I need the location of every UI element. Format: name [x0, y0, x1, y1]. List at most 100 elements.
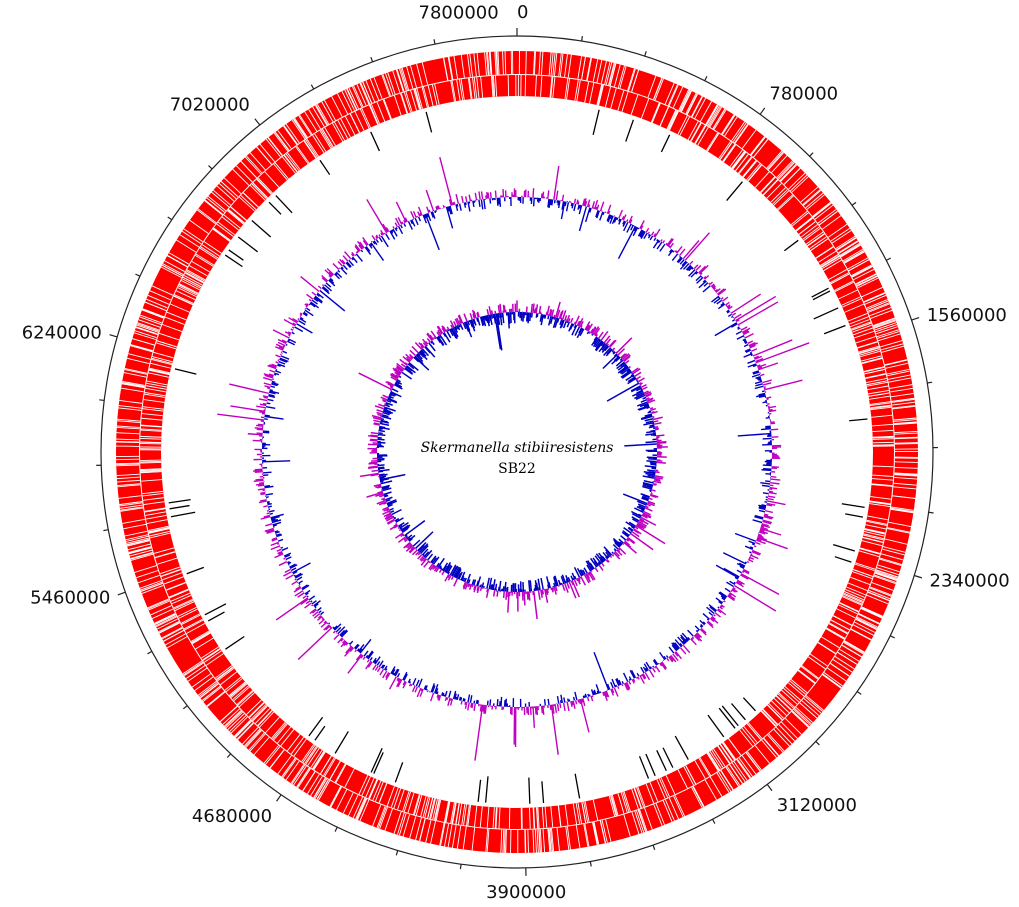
cds-gap — [199, 247, 218, 260]
cds-gap — [419, 818, 426, 842]
cds-gap — [257, 177, 273, 194]
cds-gap — [194, 676, 214, 691]
gc-skew-bar — [481, 316, 484, 321]
gc-content-bar — [480, 191, 484, 200]
cds-gap — [187, 667, 208, 682]
cds-gap — [826, 627, 845, 639]
gc-content-bar — [263, 505, 268, 508]
cds-gap — [852, 571, 873, 579]
gc-content-bar — [757, 378, 762, 381]
gc-content-bar — [363, 650, 369, 657]
gc-content-bar — [766, 503, 773, 507]
cds-gap — [297, 768, 311, 789]
cds-gap — [382, 99, 392, 120]
cds-gap — [290, 736, 305, 755]
gc-content-bar — [478, 191, 481, 200]
cds-gap — [495, 51, 498, 75]
gc-content-bar — [681, 632, 690, 641]
gc-skew-bar — [601, 562, 605, 567]
cds-gap — [862, 536, 884, 543]
gc-skew-bar — [644, 413, 652, 417]
gc-content-bar — [283, 318, 296, 327]
gc-skew-bar — [377, 464, 385, 467]
gc-content-bar — [760, 527, 782, 536]
gc-skew-bar — [402, 533, 404, 535]
gc-skew-bar — [381, 486, 389, 490]
cds-gap — [142, 408, 164, 412]
cds-gap — [452, 802, 457, 824]
gc-content-bar — [453, 201, 456, 205]
gc-skew-bar — [612, 351, 616, 355]
cds-gap — [832, 615, 852, 626]
gc-content-bar — [268, 391, 276, 395]
cds-gap — [527, 829, 529, 853]
gc-skew-bar — [369, 461, 378, 464]
cds-gap — [677, 115, 688, 135]
cds-gap — [313, 751, 326, 770]
cds-gap — [729, 149, 743, 167]
cds-gap — [312, 751, 326, 770]
gc-skew-bar — [479, 584, 483, 588]
gc-skew-bar — [567, 318, 571, 323]
cds-gap — [672, 86, 684, 108]
cds-gap — [507, 75, 510, 97]
cds-gap — [165, 633, 186, 646]
gc-content-bar — [584, 200, 588, 207]
cds-gap — [422, 86, 430, 108]
gc-skew-bar — [646, 397, 654, 402]
gc-skew-bar — [374, 405, 385, 410]
gc-skew-bar — [405, 544, 414, 552]
gc-content-bar — [733, 581, 736, 584]
cds-gap — [486, 806, 490, 828]
gc-content-bar — [743, 352, 753, 358]
gc-skew-bar — [472, 313, 476, 319]
gc-content-bar — [547, 198, 550, 208]
cds-gap — [342, 792, 354, 814]
gc-content-bar — [313, 296, 323, 304]
cds-gap — [265, 746, 281, 765]
gc-skew-bar — [432, 565, 436, 570]
gc-content-bar — [726, 309, 730, 313]
gc-content-bar — [431, 685, 436, 693]
gc-skew-bar — [409, 355, 414, 360]
gc-skew-bar — [534, 584, 537, 591]
gc-content-bar — [752, 339, 793, 357]
cds-gap — [559, 53, 564, 77]
gc-content-bar — [264, 527, 274, 532]
cds-gap — [725, 766, 739, 787]
cds-gap — [133, 332, 157, 341]
gc-skew-bar — [386, 518, 395, 525]
cds-gap — [894, 461, 918, 463]
gc-skew-bar — [378, 501, 387, 506]
gc-content-bar — [339, 629, 346, 636]
gc-skew-bar — [590, 328, 594, 334]
gc-skew-bar — [387, 519, 396, 525]
gc-content-bar — [385, 672, 391, 681]
cds-gap — [634, 811, 643, 834]
gc-content-bar — [282, 350, 288, 354]
gc-skew-bar — [557, 579, 561, 586]
gc-skew-bar — [587, 560, 594, 570]
gc-content-bar — [768, 409, 777, 413]
cds-gap — [407, 792, 415, 814]
cds-gap — [378, 783, 388, 804]
gc-content-bar — [693, 264, 699, 270]
cds-gap — [890, 508, 914, 514]
cds-gap — [304, 745, 317, 764]
gc-skew-bar — [439, 334, 448, 346]
cds-gap — [874, 320, 897, 329]
gc-content-bar — [430, 683, 435, 693]
gc-skew-bar — [556, 309, 561, 319]
gc-content-bar — [343, 641, 348, 647]
gc-skew-bar — [375, 493, 384, 497]
rna-mark — [425, 111, 433, 133]
gc-content-bar — [291, 331, 295, 335]
gc-content-bar — [257, 488, 265, 491]
gc-content-bar — [373, 240, 378, 246]
minor-tick — [851, 201, 857, 206]
gc-content-bar — [588, 204, 591, 208]
gc-content-bar — [756, 538, 762, 542]
gc-skew-bar — [583, 574, 590, 584]
cds-gap — [777, 194, 793, 210]
cds-gap — [273, 132, 289, 152]
